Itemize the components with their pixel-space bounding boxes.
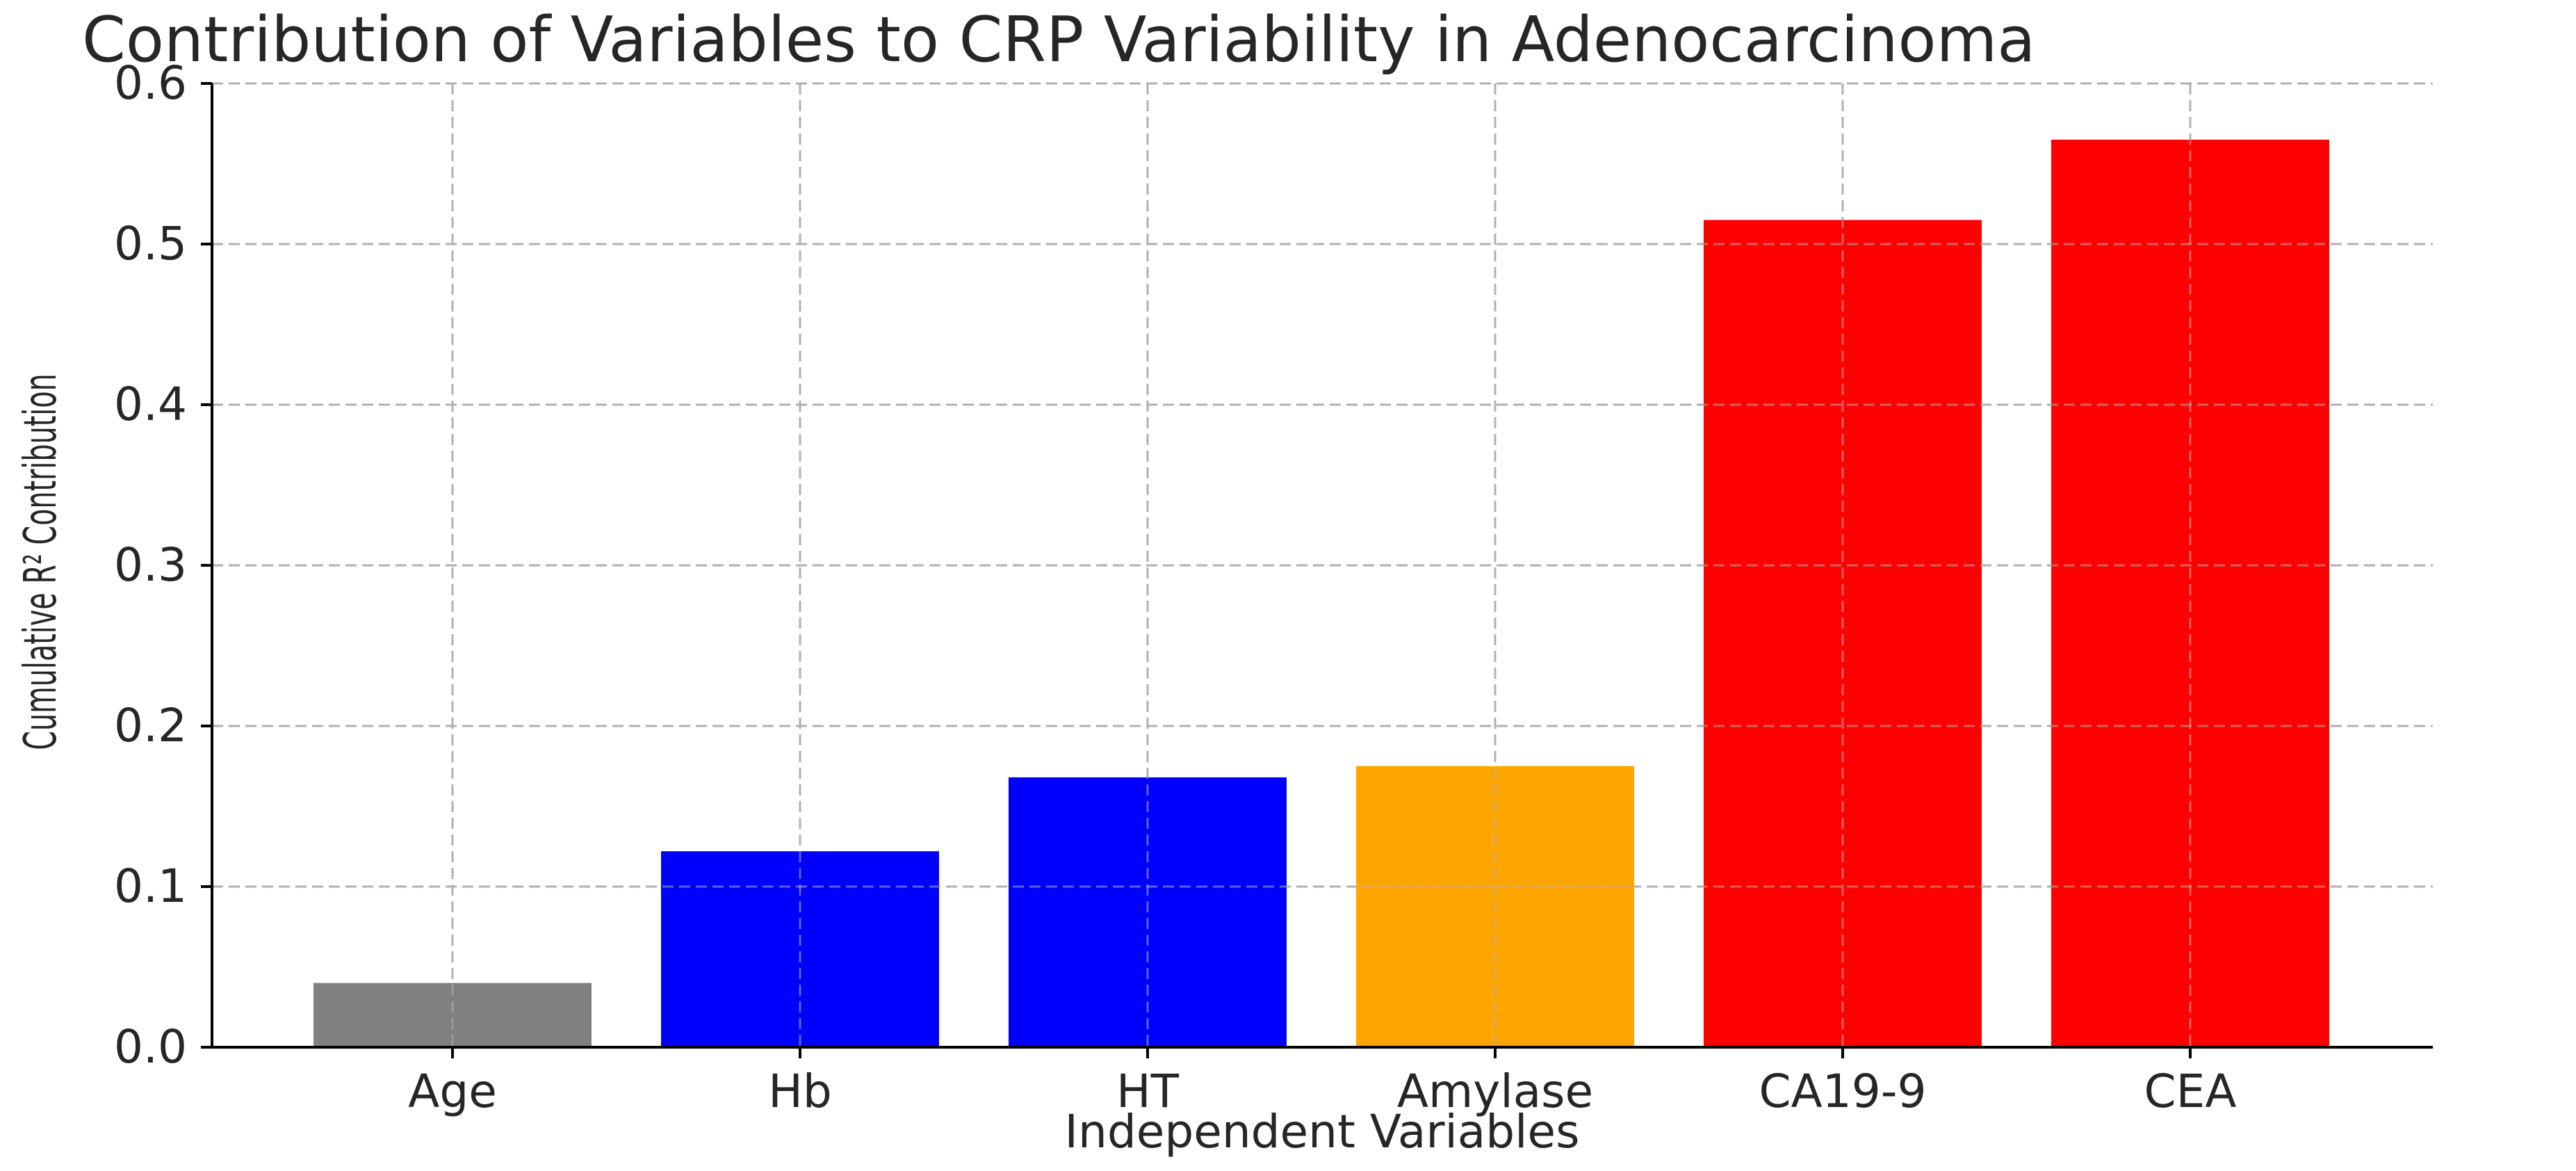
labels-layer: 0.0 0.1 0.2 0.3 0.4 0.5 0.6 Age Hb HT Amylase CA19-… [114,56,2236,1118]
y-tick-label: 0.1 [114,859,187,913]
y-tick-label: 0.6 [114,56,187,110]
y-tick-label: 0.4 [114,378,187,431]
x-axis-title: Independent Variables [1065,1105,1580,1158]
chart-title: Contribution of Variables to CRP Variabi… [82,3,2035,76]
x-tick-label: HT [1116,1065,1180,1118]
x-tick-label: Amylase [1397,1065,1593,1118]
x-tick-label: CA19-9 [1759,1065,1926,1118]
bars-layer [212,82,2433,1049]
x-tick-label: Hb [768,1065,832,1118]
y-tick-label: 0.2 [114,699,187,752]
axes-layer [201,82,2433,1058]
y-axis-title: Cumulative R² Contribution [15,373,67,750]
y-tick-label: 0.5 [114,217,187,270]
bar-hb [661,851,939,1047]
y-tick-label: 0.3 [114,538,187,592]
x-tick-label: Age [408,1065,497,1118]
x-tick-label: CEA [2144,1065,2237,1118]
y-tick-label: 0.0 [114,1020,187,1074]
